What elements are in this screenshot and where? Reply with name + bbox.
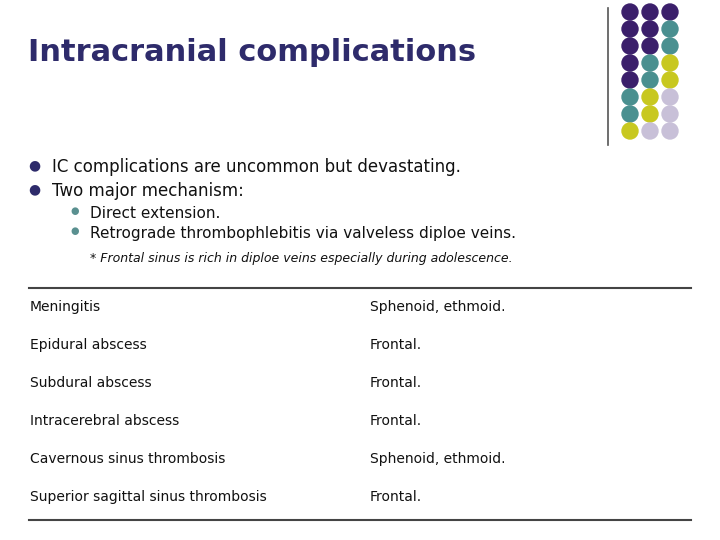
Text: Direct extension.: Direct extension. [90, 206, 220, 221]
Text: Frontal.: Frontal. [370, 376, 422, 390]
Text: ●: ● [28, 158, 40, 172]
Text: Two major mechanism:: Two major mechanism: [52, 182, 244, 200]
Text: Retrograde thrombophlebitis via valveless diploe veins.: Retrograde thrombophlebitis via valveles… [90, 226, 516, 241]
Circle shape [662, 89, 678, 105]
Circle shape [662, 72, 678, 88]
Circle shape [642, 89, 658, 105]
Circle shape [642, 4, 658, 20]
Text: Epidural abscess: Epidural abscess [30, 338, 147, 352]
Circle shape [662, 21, 678, 37]
Text: Sphenoid, ethmoid.: Sphenoid, ethmoid. [370, 300, 505, 314]
Text: Sphenoid, ethmoid.: Sphenoid, ethmoid. [370, 452, 505, 466]
Circle shape [662, 4, 678, 20]
Circle shape [622, 21, 638, 37]
Circle shape [622, 106, 638, 122]
Circle shape [662, 123, 678, 139]
Circle shape [662, 55, 678, 71]
Circle shape [662, 38, 678, 54]
Circle shape [622, 89, 638, 105]
Circle shape [642, 123, 658, 139]
Text: Meningitis: Meningitis [30, 300, 101, 314]
Circle shape [622, 72, 638, 88]
Text: Frontal.: Frontal. [370, 490, 422, 504]
Text: Superior sagittal sinus thrombosis: Superior sagittal sinus thrombosis [30, 490, 266, 504]
Text: IC complications are uncommon but devastating.: IC complications are uncommon but devast… [52, 158, 461, 176]
Text: ●: ● [70, 206, 78, 216]
Circle shape [622, 55, 638, 71]
Text: Cavernous sinus thrombosis: Cavernous sinus thrombosis [30, 452, 225, 466]
Circle shape [642, 106, 658, 122]
Text: Intracerebral abscess: Intracerebral abscess [30, 414, 179, 428]
Circle shape [662, 106, 678, 122]
Circle shape [642, 72, 658, 88]
Circle shape [622, 4, 638, 20]
Text: Intracranial complications: Intracranial complications [28, 38, 476, 67]
Text: Frontal.: Frontal. [370, 414, 422, 428]
Circle shape [642, 21, 658, 37]
Circle shape [622, 38, 638, 54]
Circle shape [642, 38, 658, 54]
Text: Subdural abscess: Subdural abscess [30, 376, 152, 390]
Text: * Frontal sinus is rich in diploe veins especially during adolescence.: * Frontal sinus is rich in diploe veins … [90, 252, 513, 265]
Circle shape [642, 55, 658, 71]
Text: ●: ● [28, 182, 40, 196]
Circle shape [622, 123, 638, 139]
Text: ●: ● [70, 226, 78, 236]
Text: Frontal.: Frontal. [370, 338, 422, 352]
